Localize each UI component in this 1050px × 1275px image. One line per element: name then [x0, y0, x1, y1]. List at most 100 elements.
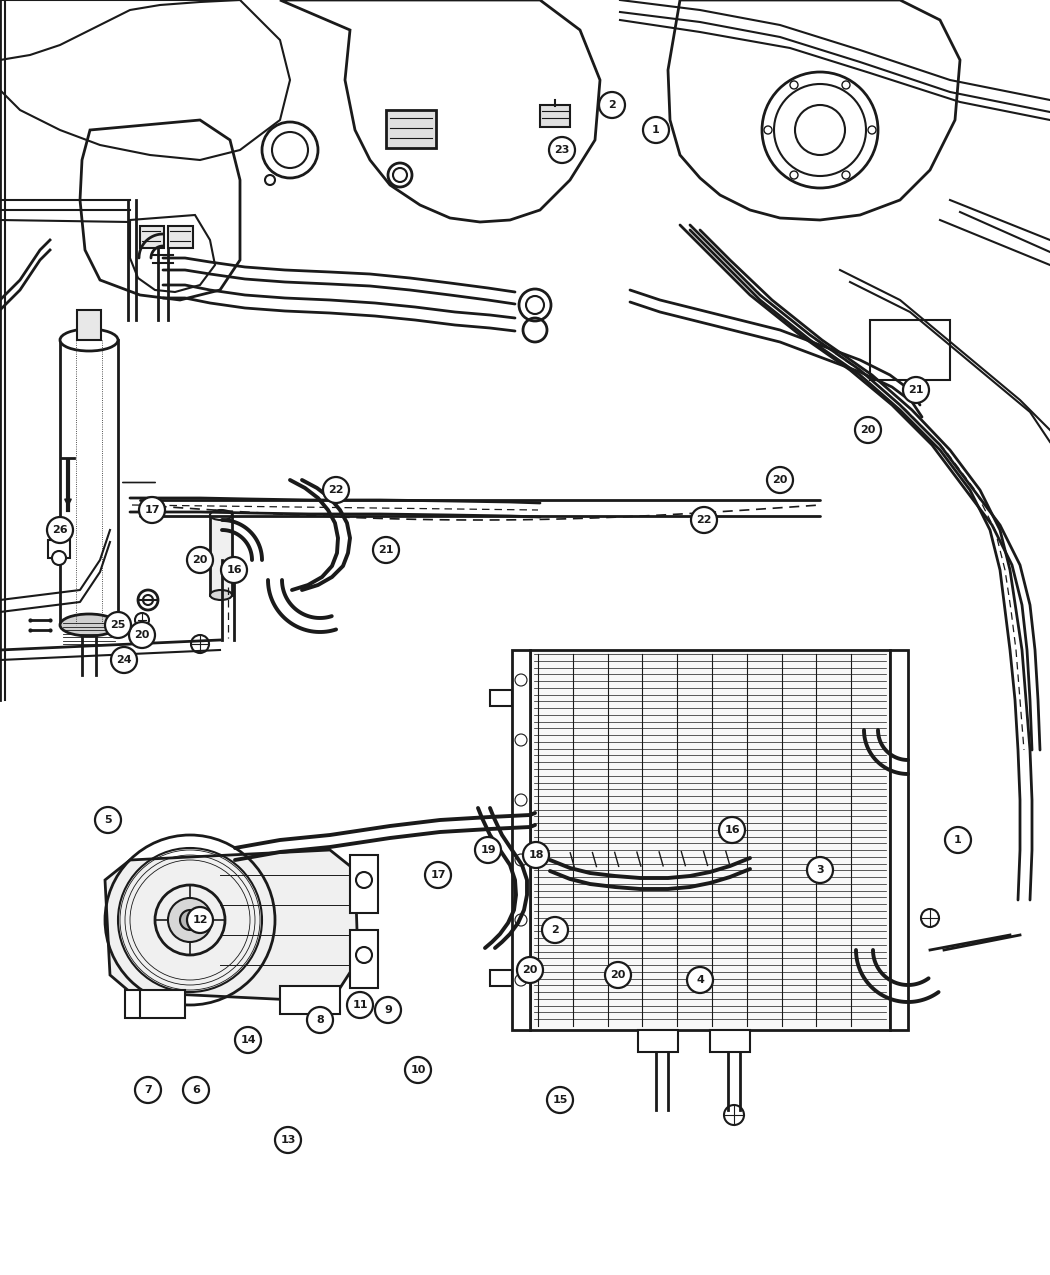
Text: 20: 20	[610, 970, 626, 980]
Text: 20: 20	[192, 555, 208, 565]
Circle shape	[307, 1007, 333, 1033]
Text: 9: 9	[384, 1005, 392, 1015]
Circle shape	[105, 612, 131, 638]
Circle shape	[547, 1088, 573, 1113]
Bar	[77, 310, 101, 340]
Circle shape	[356, 947, 372, 963]
Bar	[890, 650, 908, 1030]
Circle shape	[514, 794, 527, 806]
Text: 1: 1	[954, 835, 962, 845]
Circle shape	[790, 82, 798, 89]
Circle shape	[235, 1026, 261, 1053]
Circle shape	[807, 857, 833, 884]
Text: 4: 4	[696, 975, 704, 986]
Circle shape	[542, 917, 568, 943]
Circle shape	[356, 872, 372, 887]
Text: 19: 19	[480, 845, 496, 856]
Text: 25: 25	[110, 620, 126, 630]
Circle shape	[514, 914, 527, 926]
Text: 10: 10	[411, 1065, 425, 1075]
Bar	[512, 650, 530, 1030]
Circle shape	[191, 635, 209, 653]
Text: 24: 24	[117, 655, 132, 666]
Circle shape	[183, 1077, 209, 1103]
Polygon shape	[105, 850, 358, 1000]
Text: 8: 8	[316, 1015, 323, 1025]
Text: 17: 17	[430, 870, 446, 880]
Circle shape	[514, 734, 527, 746]
Bar	[530, 650, 890, 1030]
Text: 3: 3	[816, 864, 824, 875]
Text: 17: 17	[144, 505, 160, 515]
Circle shape	[921, 909, 939, 927]
Bar	[210, 515, 232, 595]
Bar	[490, 970, 512, 986]
Circle shape	[523, 842, 549, 868]
Bar	[168, 226, 193, 249]
Bar	[638, 1030, 678, 1052]
Bar	[490, 690, 512, 706]
Circle shape	[842, 171, 850, 179]
Circle shape	[549, 136, 575, 163]
Circle shape	[168, 898, 212, 942]
Text: 21: 21	[908, 385, 924, 395]
Text: 12: 12	[192, 915, 208, 924]
Circle shape	[139, 497, 165, 523]
Circle shape	[180, 910, 200, 929]
Circle shape	[764, 126, 772, 134]
Circle shape	[605, 963, 631, 988]
Circle shape	[517, 958, 543, 983]
Circle shape	[135, 613, 149, 627]
Text: 7: 7	[144, 1085, 152, 1095]
Ellipse shape	[60, 615, 118, 636]
Circle shape	[187, 547, 213, 572]
Text: 23: 23	[554, 145, 570, 156]
Circle shape	[187, 907, 213, 933]
Circle shape	[719, 817, 745, 843]
Text: 20: 20	[860, 425, 876, 435]
Text: 2: 2	[608, 99, 616, 110]
Text: 20: 20	[773, 476, 788, 484]
Circle shape	[220, 557, 247, 583]
Circle shape	[111, 646, 136, 673]
Circle shape	[691, 507, 717, 533]
Text: 18: 18	[528, 850, 544, 861]
Bar	[125, 989, 185, 1017]
Ellipse shape	[210, 510, 232, 520]
Circle shape	[514, 974, 527, 986]
Text: 22: 22	[329, 484, 343, 495]
Text: 20: 20	[134, 630, 150, 640]
Circle shape	[425, 862, 451, 887]
Text: 20: 20	[522, 965, 538, 975]
Text: 13: 13	[280, 1135, 296, 1145]
Circle shape	[373, 537, 399, 564]
Circle shape	[514, 674, 527, 686]
Circle shape	[275, 1127, 301, 1153]
Text: 16: 16	[226, 565, 242, 575]
Text: 11: 11	[352, 1000, 367, 1010]
Circle shape	[855, 417, 881, 442]
Circle shape	[643, 117, 669, 143]
Circle shape	[346, 992, 373, 1017]
Bar	[870, 320, 950, 380]
Bar	[350, 929, 378, 988]
Circle shape	[129, 622, 155, 648]
Text: 22: 22	[696, 515, 712, 525]
Circle shape	[766, 467, 793, 493]
Bar	[48, 541, 70, 558]
Circle shape	[323, 477, 349, 504]
Circle shape	[687, 966, 713, 993]
Text: 1: 1	[652, 125, 659, 135]
Bar	[280, 986, 340, 1014]
Bar	[60, 340, 118, 625]
Circle shape	[790, 171, 798, 179]
Ellipse shape	[60, 329, 118, 351]
Text: 15: 15	[552, 1095, 568, 1105]
Circle shape	[903, 377, 929, 403]
Circle shape	[47, 516, 74, 543]
Bar	[140, 226, 164, 249]
Circle shape	[842, 82, 850, 89]
Text: 16: 16	[724, 825, 740, 835]
Circle shape	[475, 836, 501, 863]
Circle shape	[868, 126, 876, 134]
